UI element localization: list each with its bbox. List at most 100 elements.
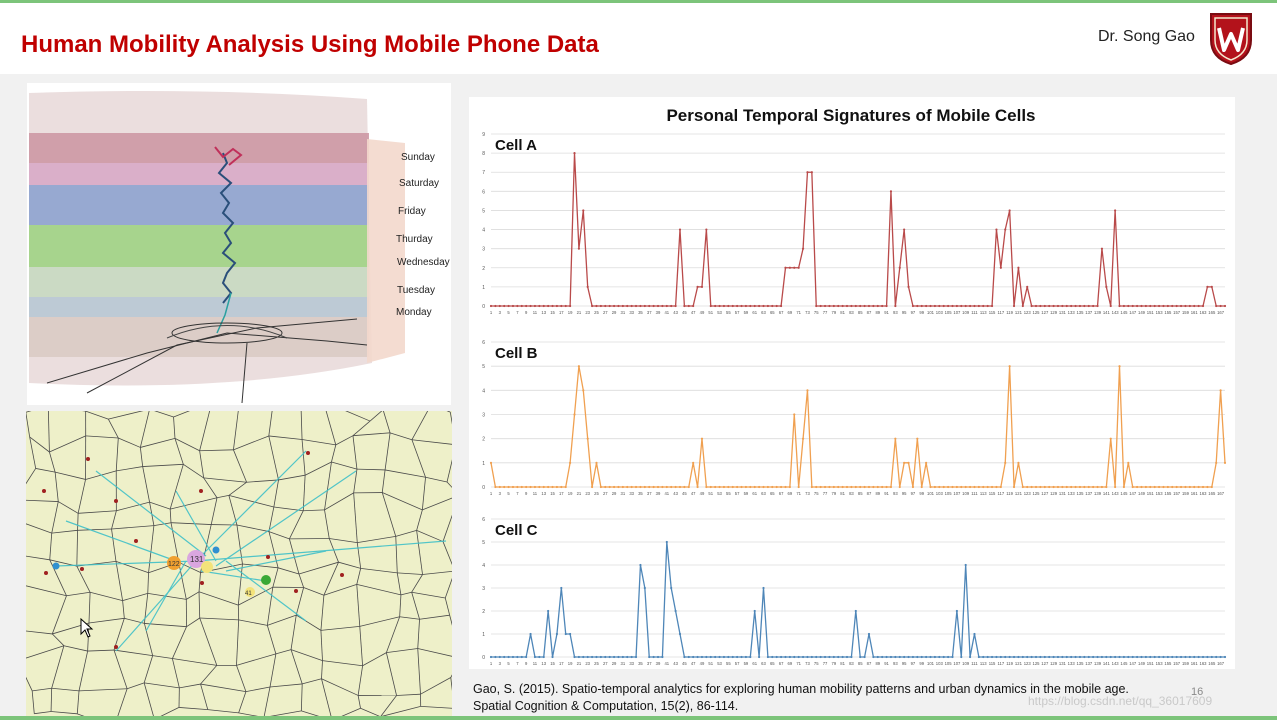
voronoi-edge: [295, 587, 305, 616]
x-tick-label: 53: [717, 310, 722, 315]
voronoi-edge: [144, 623, 187, 628]
data-point: [639, 485, 642, 489]
data-point: [507, 485, 510, 489]
data-point: [1131, 655, 1134, 659]
top-border: [0, 0, 1277, 3]
x-tick-label: 57: [735, 310, 740, 315]
data-point: [670, 304, 673, 308]
data-point: [661, 655, 664, 659]
data-point: [854, 485, 857, 489]
data-point: [863, 655, 866, 659]
data-point: [1061, 485, 1064, 489]
data-point: [656, 655, 660, 659]
voronoi-edge: [352, 435, 358, 470]
voronoi-edge: [245, 686, 271, 693]
x-tick-label: 23: [585, 310, 590, 315]
data-point: [894, 655, 897, 659]
x-tick-label: 7: [516, 491, 519, 496]
data-point: [758, 655, 761, 659]
x-tick-label: 29: [612, 310, 617, 315]
data-point: [577, 247, 580, 250]
x-tick-label: 139: [1094, 491, 1102, 496]
data-point: [661, 304, 664, 308]
voronoi-edge: [417, 648, 452, 657]
data-point: [507, 655, 510, 659]
voronoi-edge: [320, 595, 325, 631]
voronoi-edge: [320, 630, 323, 661]
voronoi-edge: [345, 411, 371, 422]
x-tick-label: 115: [989, 310, 996, 315]
x-tick-label: 63: [761, 310, 766, 315]
data-point: [986, 485, 989, 489]
data-point: [784, 485, 787, 489]
data-point: [599, 304, 602, 308]
data-point: [683, 485, 686, 489]
voronoi-edge: [268, 435, 279, 481]
data-point: [586, 437, 589, 440]
data-point: [1078, 485, 1082, 489]
data-point: [1092, 655, 1095, 659]
x-tick-label: 25: [594, 661, 599, 666]
voronoi-edge: [417, 648, 421, 695]
x-tick-label: 161: [1191, 491, 1199, 496]
voronoi-edge: [329, 538, 358, 544]
data-point: [533, 304, 537, 308]
x-tick-label: 63: [761, 661, 766, 666]
data-point: [1127, 304, 1130, 308]
x-tick-label: 81: [840, 310, 845, 315]
x-tick-label: 133: [1068, 661, 1076, 666]
map-point: [80, 567, 84, 571]
data-point: [1197, 655, 1200, 659]
data-point: [1201, 655, 1205, 659]
x-tick-label: 121: [1015, 310, 1023, 315]
x-tick-label: 113: [980, 310, 987, 315]
data-point: [516, 655, 519, 659]
x-tick-label: 107: [953, 491, 961, 496]
x-tick-label: 119: [1006, 491, 1013, 496]
voronoi-edge: [450, 674, 452, 678]
voronoi-edge: [66, 591, 91, 597]
x-tick-label: 53: [717, 661, 722, 666]
data-point: [670, 485, 673, 489]
x-tick-label: 35: [638, 491, 643, 496]
x-tick-label: 31: [621, 310, 626, 315]
data-point: [670, 586, 673, 590]
data-point: [1223, 304, 1227, 308]
data-point: [639, 563, 642, 567]
data-point: [722, 655, 726, 659]
data-point: [1219, 304, 1222, 308]
data-point: [577, 365, 580, 368]
data-point: [850, 304, 853, 308]
data-point: [920, 485, 923, 489]
data-point: [894, 304, 897, 308]
x-tick-label: 153: [1156, 661, 1164, 666]
data-point: [758, 485, 761, 489]
voronoi-edge: [199, 617, 218, 666]
x-tick-label: 113: [980, 491, 987, 496]
voronoi-edge: [50, 688, 53, 712]
data-point: [1127, 461, 1130, 464]
data-point: [1179, 304, 1183, 308]
voronoi-edge: [238, 691, 247, 714]
data-point: [832, 304, 835, 308]
data-point: [1012, 304, 1016, 308]
x-tick-label: 101: [927, 491, 935, 496]
map-point: [114, 499, 118, 503]
voronoi-edge: [301, 439, 306, 476]
data-point: [863, 304, 866, 308]
data-point: [889, 190, 893, 193]
voronoi-edge: [34, 711, 52, 715]
voronoi-edge: [115, 437, 119, 471]
data-point: [1153, 485, 1156, 489]
data-point: [612, 304, 616, 308]
voronoi-edge: [331, 461, 358, 470]
y-tick-label: 0: [482, 304, 485, 310]
voronoi-edge: [85, 411, 109, 420]
x-tick-label: 107: [953, 661, 961, 666]
x-tick-label: 59: [744, 310, 749, 315]
data-point: [1008, 365, 1011, 368]
x-tick-label: 59: [744, 661, 749, 666]
map-node-label: 41: [245, 591, 252, 597]
voronoi-edge: [446, 481, 452, 488]
data-point: [867, 632, 871, 636]
